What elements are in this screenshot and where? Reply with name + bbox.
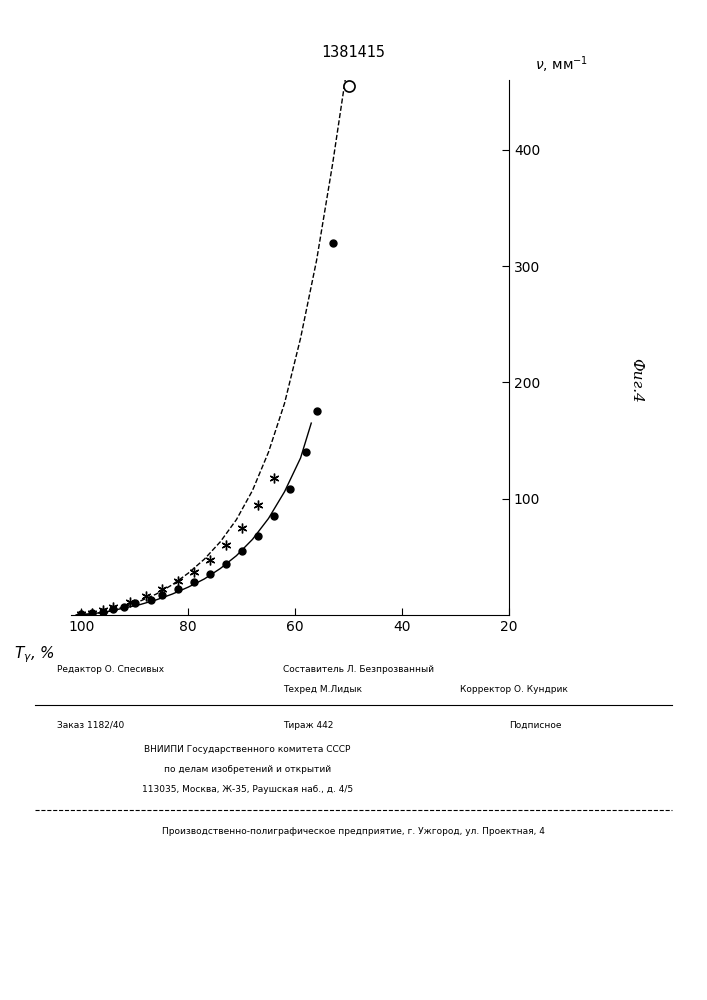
Text: Заказ 1182/40: Заказ 1182/40 <box>57 720 124 730</box>
Text: Техред М.Лидык: Техред М.Лидык <box>283 686 362 694</box>
Text: по делам изобретений и открытий: по делам изобретений и открытий <box>164 766 331 774</box>
Text: Подписное: Подписное <box>509 720 561 730</box>
Text: 113035, Москва, Ж-35, Раушская наб., д. 4/5: 113035, Москва, Ж-35, Раушская наб., д. … <box>142 786 353 794</box>
Text: $T_{\gamma}$, %: $T_{\gamma}$, % <box>13 644 54 665</box>
Text: $\nu$, мм$^{-1}$: $\nu$, мм$^{-1}$ <box>535 54 588 75</box>
Text: Тираж 442: Тираж 442 <box>283 720 333 730</box>
Text: Производственно-полиграфическое предприятие, г. Ужгород, ул. Проектная, 4: Производственно-полиграфическое предприя… <box>162 828 545 836</box>
Text: Редактор О. Спесивых: Редактор О. Спесивых <box>57 666 164 674</box>
Text: 1381415: 1381415 <box>322 45 385 60</box>
Text: ВНИИПИ Государственного комитета СССР: ВНИИПИ Государственного комитета СССР <box>144 746 351 754</box>
Text: Составитель Л. Безпрозванный: Составитель Л. Безпрозванный <box>283 666 434 674</box>
Text: Фиг.4: Фиг.4 <box>629 358 643 402</box>
Text: Корректор О. Кундрик: Корректор О. Кундрик <box>460 686 568 694</box>
